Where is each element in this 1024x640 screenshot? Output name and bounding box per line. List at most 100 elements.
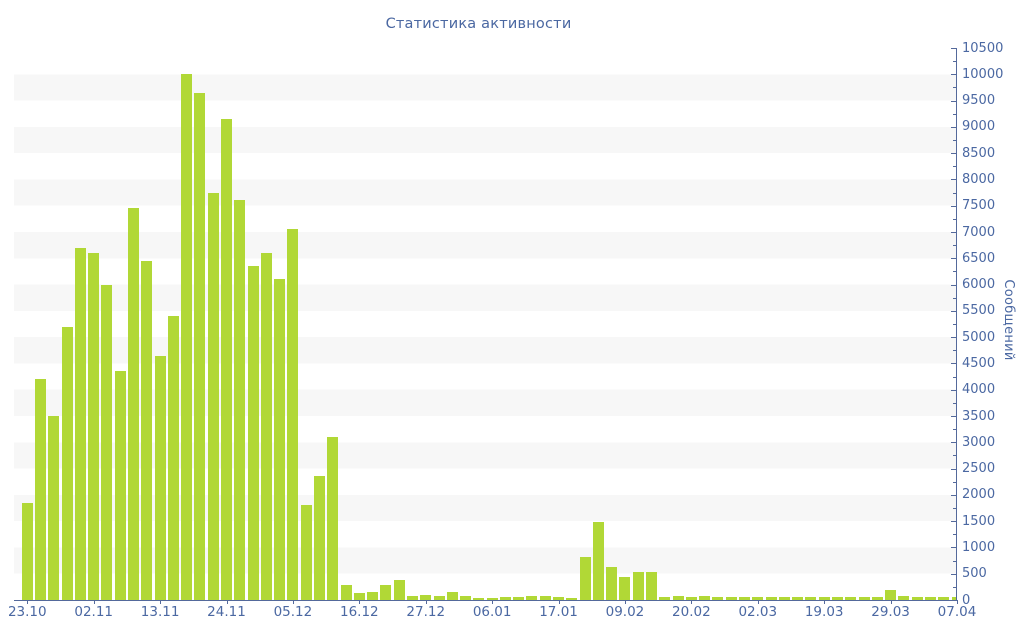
y-minor-tick bbox=[953, 324, 957, 325]
bar[interactable] bbox=[141, 260, 153, 600]
bar[interactable] bbox=[207, 192, 219, 600]
bar[interactable] bbox=[579, 556, 591, 600]
bar[interactable] bbox=[805, 596, 817, 600]
bar[interactable] bbox=[61, 326, 73, 600]
y-axis-label: 3500 bbox=[962, 408, 996, 424]
x-axis-label: 06.01 bbox=[472, 604, 512, 620]
bar[interactable] bbox=[247, 266, 259, 600]
x-tick bbox=[492, 600, 494, 604]
bar[interactable] bbox=[845, 596, 857, 600]
bar[interactable] bbox=[871, 596, 883, 600]
bar[interactable] bbox=[831, 596, 843, 600]
bar[interactable] bbox=[221, 118, 232, 600]
y-axis-label: 9500 bbox=[962, 93, 996, 109]
bar[interactable] bbox=[353, 592, 365, 600]
y-minor-tick bbox=[953, 113, 957, 115]
bar[interactable] bbox=[858, 596, 870, 600]
bar[interactable] bbox=[313, 476, 325, 600]
bar[interactable] bbox=[885, 590, 897, 600]
bar[interactable] bbox=[446, 592, 458, 600]
bar[interactable] bbox=[154, 355, 166, 600]
y-axis-label: 10500 bbox=[962, 40, 1004, 56]
bar[interactable] bbox=[433, 596, 445, 600]
bar[interactable] bbox=[553, 597, 565, 600]
bar[interactable] bbox=[898, 596, 910, 600]
bar[interactable] bbox=[699, 596, 711, 600]
bar[interactable] bbox=[924, 596, 936, 600]
y-minor-tick bbox=[953, 402, 957, 404]
bar[interactable] bbox=[765, 596, 777, 600]
bar[interactable] bbox=[327, 437, 339, 600]
x-axis-label: 27.12 bbox=[406, 604, 446, 620]
bar[interactable] bbox=[274, 279, 286, 600]
y-axis-label: 5500 bbox=[962, 303, 996, 319]
bar[interactable] bbox=[685, 596, 697, 600]
bar[interactable] bbox=[513, 597, 525, 600]
bar[interactable] bbox=[74, 247, 86, 600]
x-tick bbox=[292, 600, 294, 604]
bar[interactable] bbox=[566, 598, 578, 600]
y-major-tick bbox=[951, 363, 957, 365]
bar[interactable] bbox=[486, 597, 498, 600]
bar[interactable] bbox=[592, 521, 604, 600]
bar[interactable] bbox=[287, 229, 299, 600]
bar[interactable] bbox=[406, 595, 418, 600]
x-tick bbox=[27, 600, 29, 604]
bar[interactable] bbox=[114, 371, 126, 600]
bar[interactable] bbox=[128, 208, 140, 600]
bar[interactable] bbox=[619, 576, 631, 600]
bar[interactable] bbox=[35, 379, 47, 600]
bar[interactable] bbox=[380, 584, 392, 600]
bar[interactable] bbox=[646, 572, 658, 600]
y-axis-label: 4500 bbox=[962, 355, 996, 371]
bar[interactable] bbox=[473, 597, 485, 600]
y-axis-label: 8500 bbox=[962, 145, 996, 161]
bar[interactable] bbox=[260, 253, 272, 600]
y-major-tick bbox=[951, 284, 957, 286]
bar[interactable] bbox=[101, 284, 113, 600]
bar[interactable] bbox=[752, 597, 764, 600]
bar[interactable] bbox=[659, 596, 671, 600]
bar[interactable] bbox=[792, 596, 804, 600]
bar[interactable] bbox=[460, 596, 472, 600]
bar[interactable] bbox=[420, 595, 432, 600]
bar[interactable] bbox=[21, 502, 33, 600]
x-axis-label: 20.02 bbox=[672, 604, 711, 620]
bar[interactable] bbox=[632, 572, 644, 600]
bar[interactable] bbox=[181, 74, 193, 600]
y-major-tick bbox=[951, 179, 957, 181]
bar[interactable] bbox=[738, 596, 750, 600]
y-minor-tick bbox=[953, 166, 957, 168]
y-major-tick bbox=[951, 126, 957, 128]
bar[interactable] bbox=[48, 416, 60, 600]
bar[interactable] bbox=[167, 316, 179, 600]
bar[interactable] bbox=[951, 596, 957, 600]
y-axis-label: 0 bbox=[962, 592, 971, 608]
bar[interactable] bbox=[712, 596, 724, 600]
bar[interactable] bbox=[539, 596, 551, 600]
bar[interactable] bbox=[499, 597, 511, 600]
bar[interactable] bbox=[88, 253, 100, 600]
bar[interactable] bbox=[300, 505, 312, 600]
bar[interactable] bbox=[725, 596, 737, 600]
y-minor-tick bbox=[953, 586, 957, 588]
y-axis-label: 8000 bbox=[962, 171, 996, 187]
bar[interactable] bbox=[938, 596, 950, 600]
bar[interactable] bbox=[818, 597, 830, 600]
bar[interactable] bbox=[911, 596, 923, 600]
y-major-tick bbox=[951, 494, 957, 496]
bar[interactable] bbox=[234, 200, 246, 600]
bar[interactable] bbox=[606, 567, 618, 600]
bar[interactable] bbox=[778, 597, 790, 600]
bar[interactable] bbox=[393, 579, 405, 600]
bar[interactable] bbox=[367, 592, 379, 600]
bar[interactable] bbox=[194, 92, 206, 600]
bar[interactable] bbox=[672, 596, 684, 600]
y-axis-label: 6000 bbox=[962, 277, 996, 293]
bar[interactable] bbox=[340, 584, 352, 600]
x-tick bbox=[691, 600, 693, 604]
y-major-tick bbox=[951, 100, 957, 102]
x-axis-line bbox=[14, 600, 958, 601]
bar[interactable] bbox=[526, 596, 538, 600]
y-minor-tick bbox=[953, 376, 957, 378]
